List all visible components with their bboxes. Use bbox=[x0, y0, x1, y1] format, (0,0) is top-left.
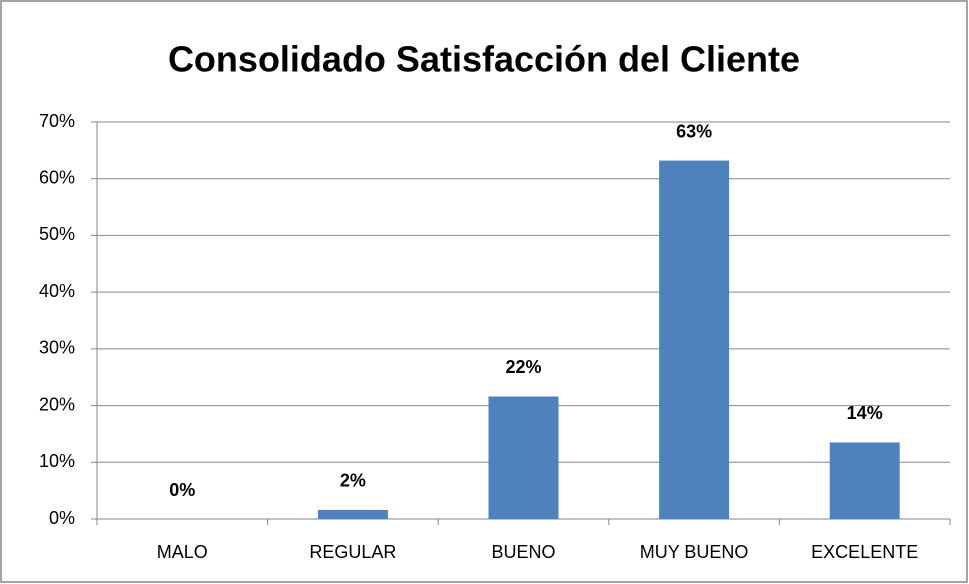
x-tick-label: BUENO bbox=[491, 542, 555, 562]
value-label: 14% bbox=[847, 403, 883, 423]
y-tick-label: 10% bbox=[39, 451, 75, 471]
y-tick-label: 70% bbox=[39, 111, 75, 131]
y-tick-label: 60% bbox=[39, 167, 75, 187]
chart-title: Consolidado Satisfacción del Cliente bbox=[168, 39, 800, 80]
y-tick-label: 30% bbox=[39, 338, 75, 358]
y-tick-label: 0% bbox=[49, 508, 75, 528]
x-tick-label: REGULAR bbox=[309, 542, 396, 562]
x-tick-label: EXCELENTE bbox=[811, 542, 918, 562]
value-label: 63% bbox=[676, 121, 712, 141]
bar bbox=[829, 442, 900, 519]
value-label: 0% bbox=[169, 480, 195, 500]
bar bbox=[317, 509, 388, 519]
y-tick-label: 40% bbox=[39, 281, 75, 301]
bar bbox=[659, 160, 730, 519]
bar bbox=[488, 396, 559, 519]
value-label: 2% bbox=[340, 471, 366, 491]
value-label: 22% bbox=[505, 357, 541, 377]
x-tick-label: MUY BUENO bbox=[640, 542, 749, 562]
y-tick-label: 50% bbox=[39, 224, 75, 244]
y-tick-label: 20% bbox=[39, 394, 75, 414]
x-tick-label: MALO bbox=[157, 542, 208, 562]
